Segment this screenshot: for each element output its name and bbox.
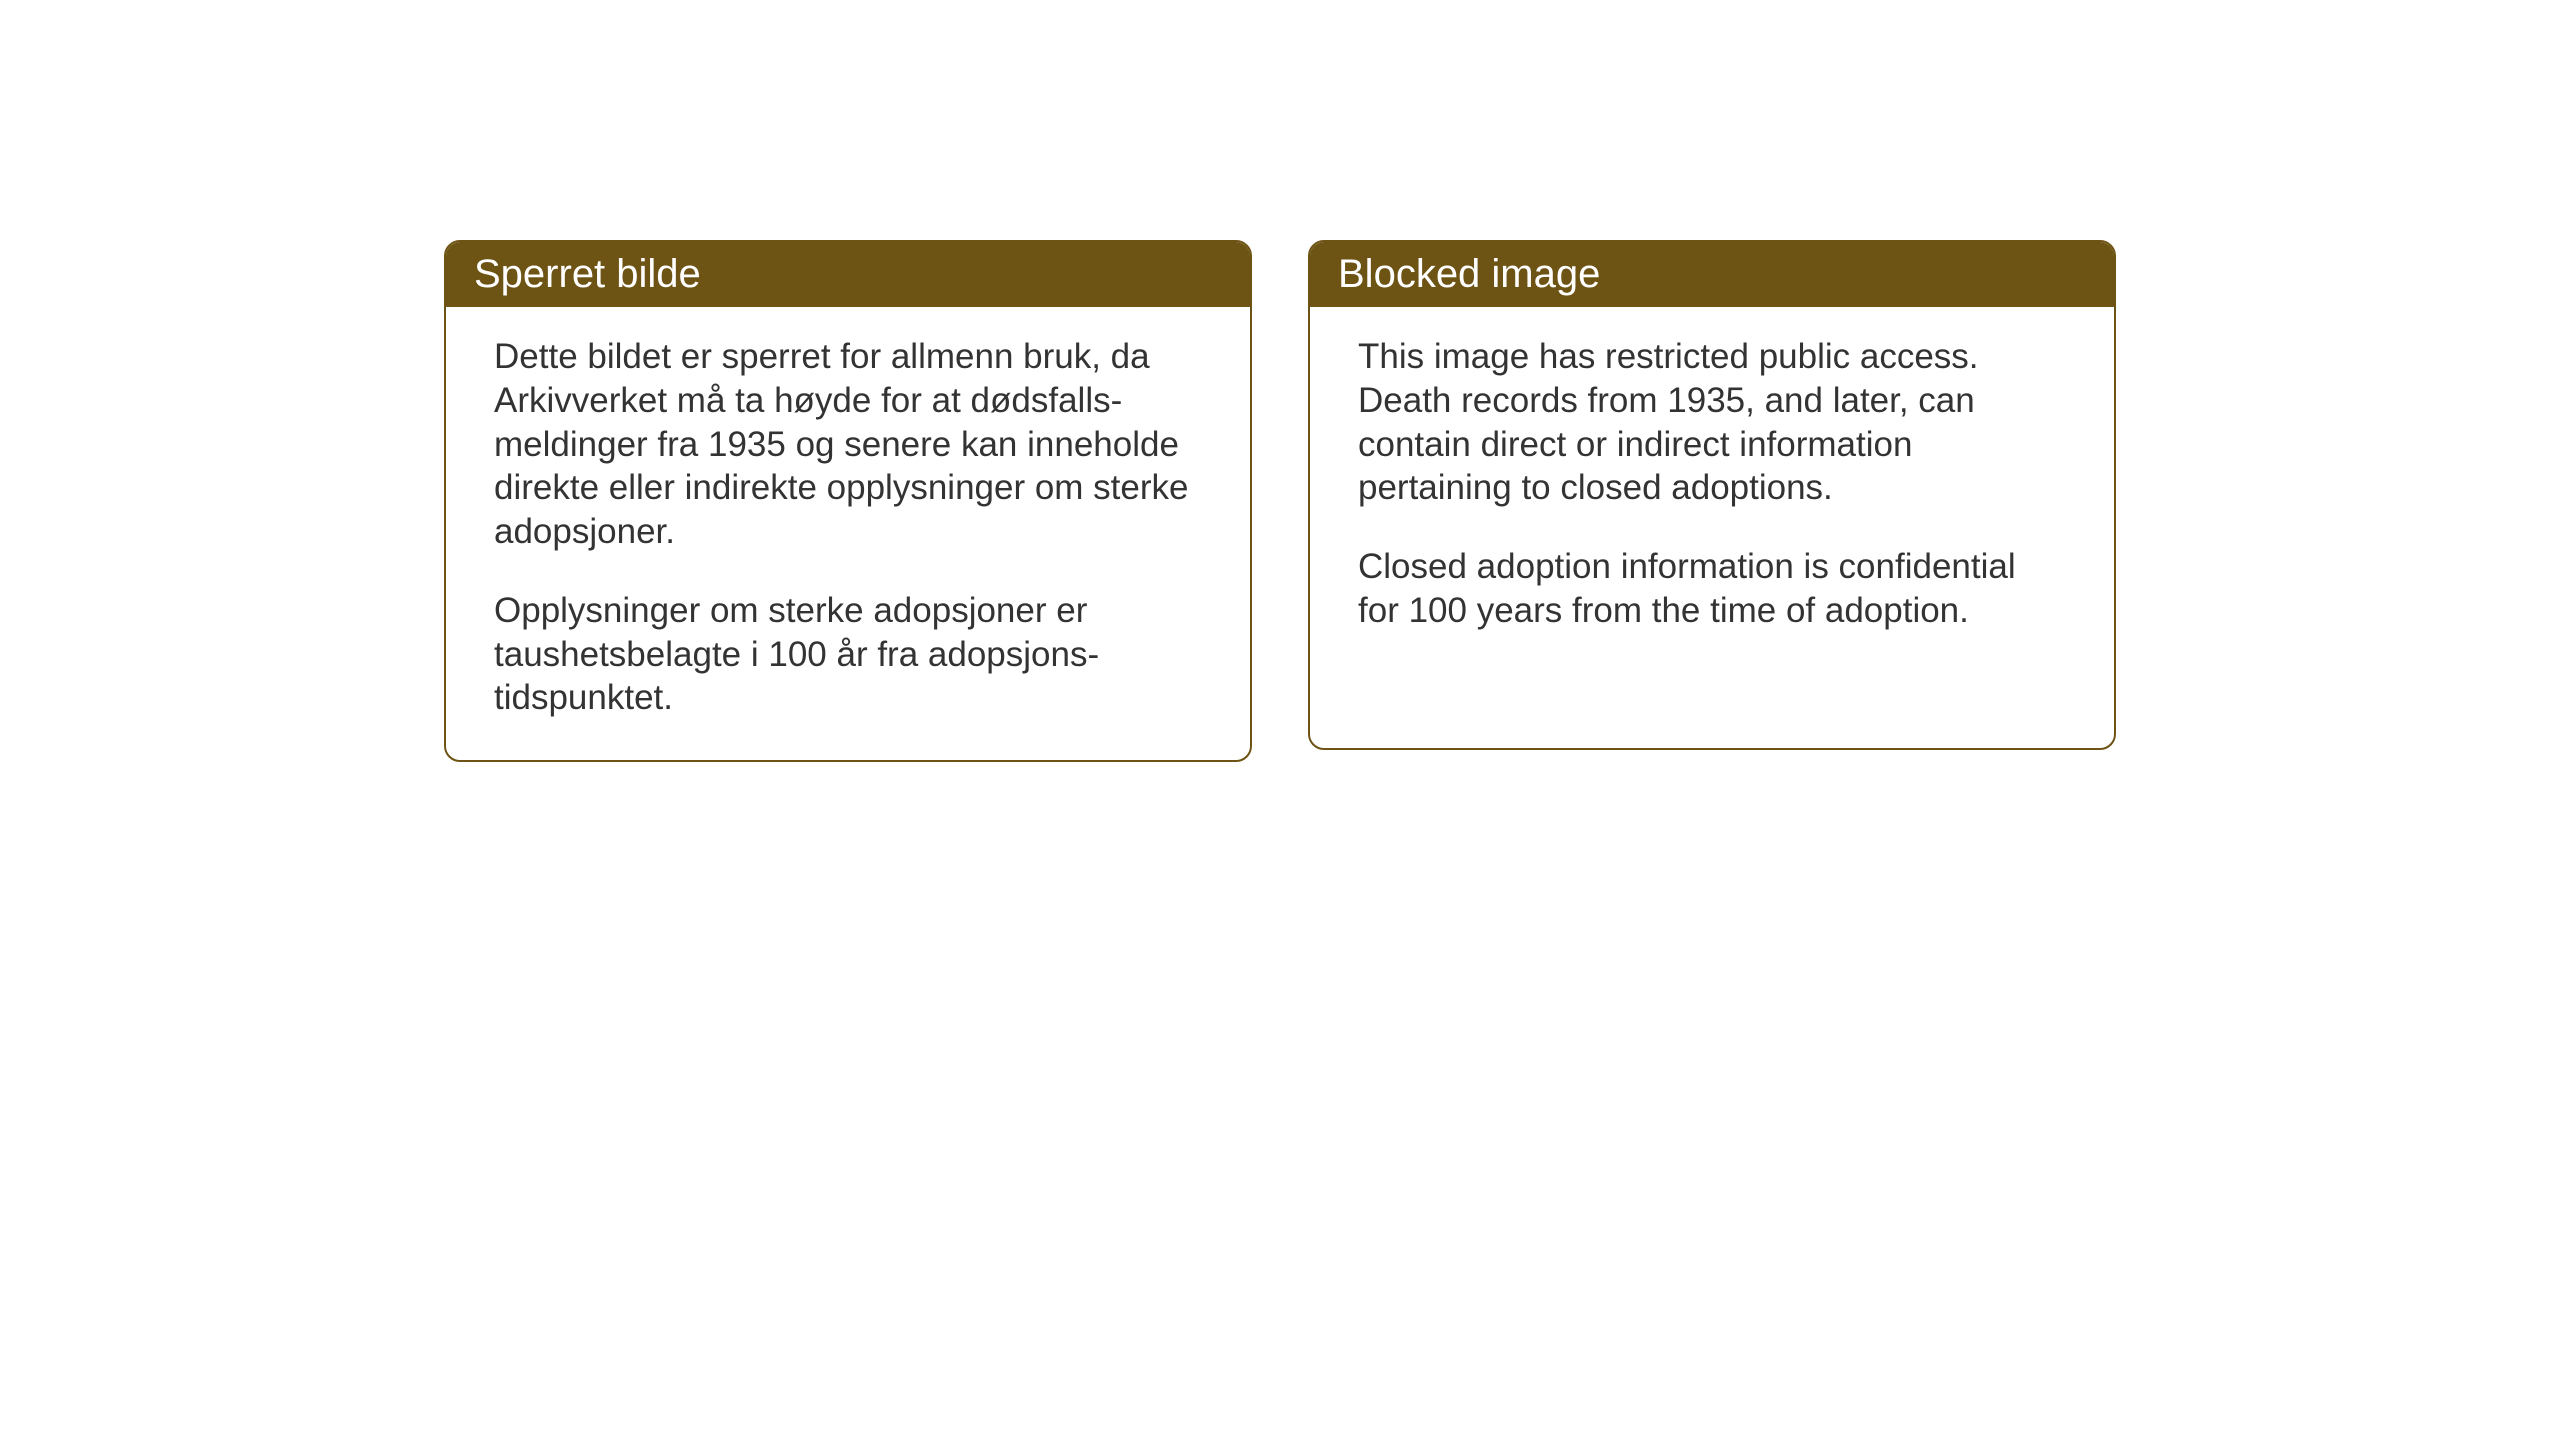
card-header-english: Blocked image [1310, 242, 2114, 307]
card-body-norwegian: Dette bildet er sperret for allmenn bruk… [446, 307, 1250, 760]
paragraph-text: Dette bildet er sperret for allmenn bruk… [494, 335, 1202, 554]
notice-card-english: Blocked image This image has restricted … [1308, 240, 2116, 750]
card-body-english: This image has restricted public access.… [1310, 307, 2114, 673]
paragraph-text: Opplysninger om sterke adopsjoner er tau… [494, 589, 1202, 720]
card-header-norwegian: Sperret bilde [446, 242, 1250, 307]
notice-card-norwegian: Sperret bilde Dette bildet er sperret fo… [444, 240, 1252, 762]
notice-container: Sperret bilde Dette bildet er sperret fo… [444, 240, 2116, 762]
paragraph-text: Closed adoption information is confident… [1358, 545, 2066, 633]
card-title-english: Blocked image [1338, 252, 1600, 296]
card-title-norwegian: Sperret bilde [474, 252, 701, 296]
paragraph-text: This image has restricted public access.… [1358, 335, 2066, 510]
